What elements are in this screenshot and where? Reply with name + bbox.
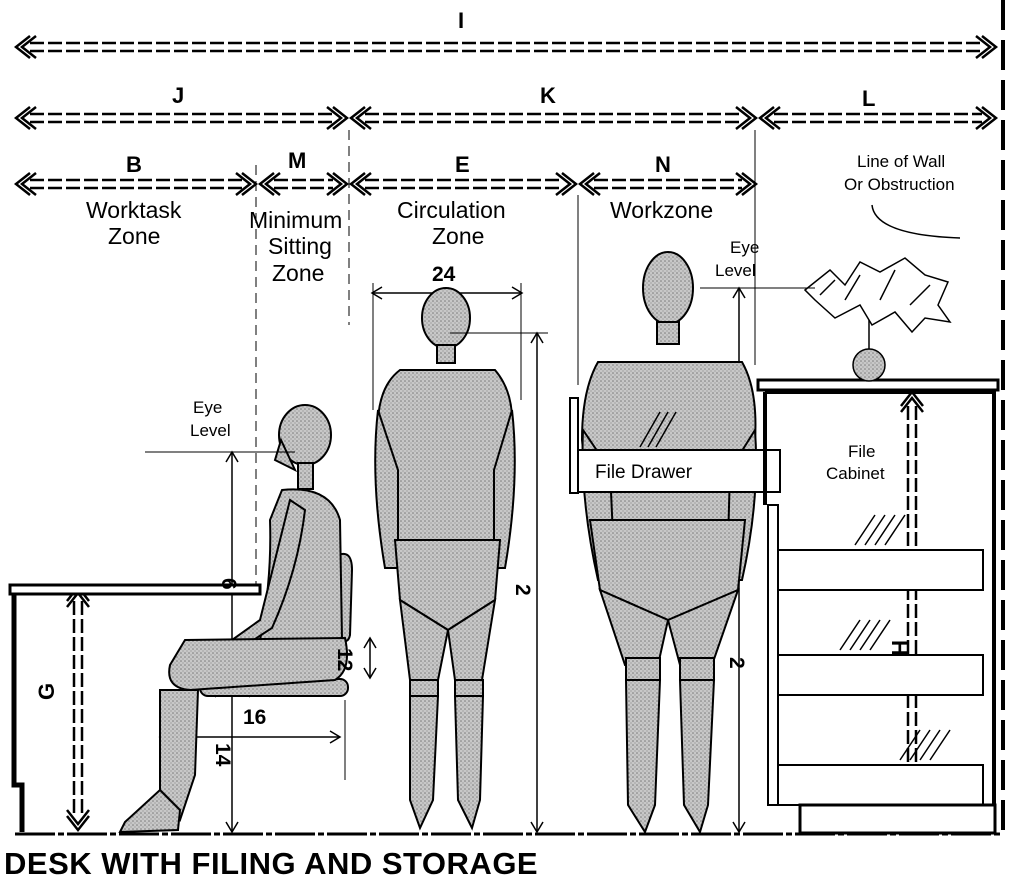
dim-line-l-arrow-start — [757, 106, 781, 130]
file-drawer — [569, 397, 781, 494]
wall-note-curve — [871, 204, 961, 239]
wall-note-line2: Or Obstruction — [844, 175, 955, 194]
dim-line-eye-seated-arrow-end — [225, 821, 239, 834]
workzone-label: Workzone — [610, 197, 713, 223]
dim-label-g: G — [34, 683, 59, 700]
dim-label-h: H — [887, 640, 912, 656]
dim-line-16-arrow-end — [329, 730, 342, 744]
dim-line-24-arrow-end — [511, 286, 524, 300]
dim-value-14: 14 — [211, 743, 234, 767]
sitting-zone-line3: Zone — [272, 260, 324, 286]
dim-value-12: 12 — [333, 648, 356, 671]
dim-line-e-arrow-end — [555, 172, 579, 196]
eye-level-standing-line1: Eye — [730, 238, 759, 257]
dim-line-24-arrow-start — [370, 286, 383, 300]
dim-line-stature-female-arrow-end — [530, 821, 544, 834]
desk — [8, 583, 262, 832]
dim-line-b-arrow-start — [13, 172, 37, 196]
dim-line-n-arrow-end — [735, 172, 759, 196]
dim-label-i: I — [458, 8, 464, 33]
dim-line-m-arrow-end — [326, 172, 350, 196]
worktask-zone-line2: Zone — [108, 223, 160, 249]
dim-line-j-arrow-start — [13, 106, 37, 130]
dim-line-12-arrow-start — [363, 636, 377, 649]
dim-line-k-arrow-start — [348, 106, 372, 130]
dim-label-e: E — [455, 152, 470, 177]
dim-line-stature-male-arrow-end — [732, 821, 746, 834]
dim-label-j: J — [172, 83, 184, 108]
eye-level-seated-line1: Eye — [193, 398, 222, 417]
file-cabinet — [756, 378, 1000, 835]
circulation-zone-line1: Circulation — [397, 197, 506, 223]
dim-line-h-arrow-start — [900, 389, 924, 413]
dim-line-e-arrow-start — [348, 172, 372, 196]
dim-line-k-arrow-end — [735, 106, 759, 130]
dim-line-b-arrow-end — [235, 172, 259, 196]
dim-label-l: L — [862, 86, 875, 111]
dim-line-l-arrow-end — [975, 106, 999, 130]
seated-figure — [118, 404, 354, 834]
dim-line-12-arrow-end — [363, 667, 377, 680]
eye-level-seated-line2: Level — [190, 421, 231, 440]
worktask-zone-line1: Worktask — [86, 197, 182, 223]
dim-line-i-arrow-start — [13, 35, 37, 59]
standing-female-figure — [374, 287, 516, 831]
dim-label-b: B — [126, 152, 142, 177]
dim-value-2-female: 2 — [511, 584, 534, 596]
dim-value-24: 24 — [432, 263, 456, 286]
sitting-zone-line2: Sitting — [268, 233, 332, 259]
standing-male-figure — [580, 251, 758, 835]
diagram-caption: DESK WITH FILING AND STORAGE — [4, 846, 539, 881]
wall-note-line1: Line of Wall — [857, 152, 945, 171]
file-cabinet-line2: Cabinet — [826, 464, 885, 483]
dim-line-n-arrow-start — [577, 172, 601, 196]
eye-level-standing-line2: Level — [715, 261, 756, 280]
circulation-zone-line2: Zone — [432, 223, 484, 249]
sitting-zone-line1: Minimum — [249, 207, 342, 233]
dim-line-i-arrow-end — [975, 35, 999, 59]
dim-line-j-arrow-end — [326, 106, 350, 130]
dim-line-g-arrow-end — [66, 809, 90, 833]
file-cabinet-line1: File — [848, 442, 875, 461]
dim-value-16: 16 — [243, 706, 266, 729]
dim-label-n: N — [655, 152, 671, 177]
dim-label-k: K — [540, 83, 556, 108]
dim-value-2-male: 2 — [725, 657, 748, 669]
potted-plant — [803, 257, 952, 382]
file-drawer-label: File Drawer — [595, 462, 693, 483]
dim-value-6: 6 — [217, 578, 240, 590]
dim-line-m-arrow-start — [257, 172, 281, 196]
dim-label-m: M — [288, 148, 306, 173]
